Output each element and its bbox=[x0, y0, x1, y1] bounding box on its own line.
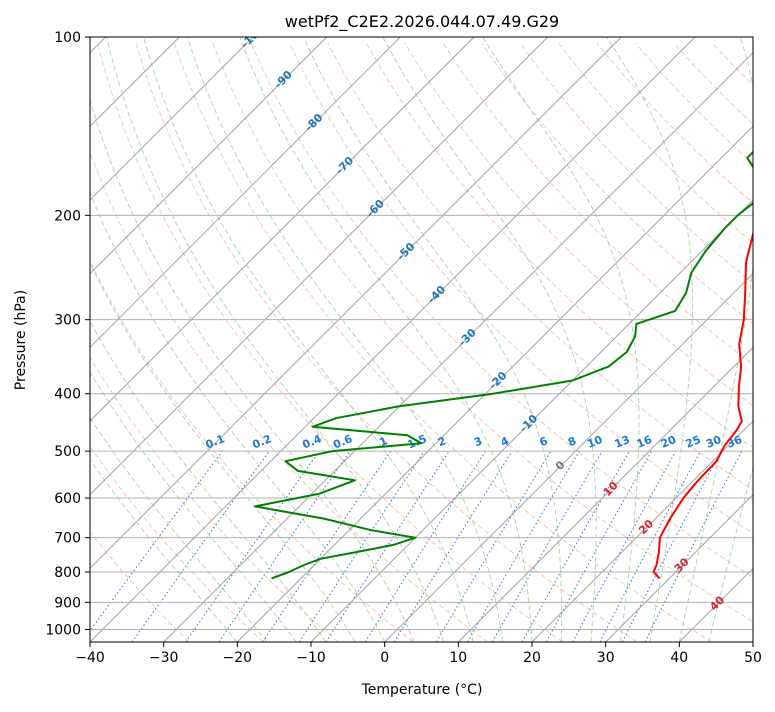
y-tick-label: 200 bbox=[54, 208, 81, 224]
x-tick-label: −40 bbox=[75, 650, 105, 666]
y-axis-label: Pressure (hPa) bbox=[13, 290, 29, 390]
x-axis-label: Temperature (°C) bbox=[361, 682, 483, 698]
x-tick-label: 0 bbox=[380, 650, 389, 666]
y-tick-label: 600 bbox=[54, 491, 81, 507]
y-tick-label: 300 bbox=[54, 313, 81, 329]
x-tick-label: 20 bbox=[523, 650, 541, 666]
y-tick-label: 500 bbox=[54, 444, 81, 460]
y-tick-label: 700 bbox=[54, 531, 81, 547]
y-tick-label: 400 bbox=[54, 387, 81, 403]
y-tick-label: 100 bbox=[54, 30, 81, 46]
x-tick-label: 10 bbox=[449, 650, 467, 666]
y-tick-label: 900 bbox=[54, 595, 81, 611]
x-tick-label: 50 bbox=[744, 650, 762, 666]
y-tick-label: 1000 bbox=[45, 622, 81, 638]
chart-title: wetPf2_C2E2.2026.044.07.49.G29 bbox=[285, 12, 559, 32]
y-tick-label: 800 bbox=[54, 565, 81, 581]
x-tick-label: −30 bbox=[149, 650, 179, 666]
x-tick-label: 40 bbox=[670, 650, 688, 666]
x-tick-label: −20 bbox=[223, 650, 253, 666]
x-tick-label: 30 bbox=[597, 650, 615, 666]
x-tick-label: −10 bbox=[296, 650, 326, 666]
